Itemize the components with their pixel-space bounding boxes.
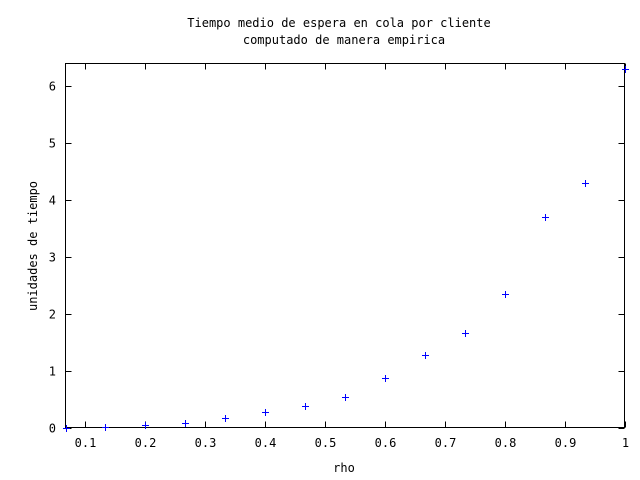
data-point bbox=[142, 422, 149, 429]
x-tick-label: 0.5 bbox=[315, 436, 337, 450]
data-point bbox=[582, 180, 589, 187]
y-axis: 0 1 2 3 4 5 6 bbox=[49, 80, 625, 436]
y-tick-label: 0 bbox=[49, 422, 56, 436]
data-points bbox=[63, 66, 629, 432]
data-point bbox=[422, 352, 429, 359]
x-axis: 0.1 0.2 0.3 0.4 0.5 0.6 0.7 0.8 0.9 1 bbox=[75, 63, 629, 450]
y-tick-label: 2 bbox=[49, 308, 56, 322]
plot-frame bbox=[65, 63, 625, 428]
data-point bbox=[462, 330, 469, 337]
y-tick-label: 4 bbox=[49, 194, 56, 208]
data-point bbox=[63, 425, 70, 432]
x-tick-label: 0.6 bbox=[375, 436, 397, 450]
data-point bbox=[302, 403, 309, 410]
y-tick-label: 3 bbox=[49, 251, 56, 265]
data-point bbox=[542, 214, 549, 221]
data-point bbox=[182, 420, 189, 427]
data-point bbox=[502, 291, 509, 298]
x-tick-label: 0.1 bbox=[75, 436, 97, 450]
x-axis-label: rho bbox=[333, 461, 355, 475]
y-axis-label: unidades de tiempo bbox=[26, 181, 40, 311]
data-point bbox=[222, 415, 229, 422]
x-tick-label: 1 bbox=[622, 436, 629, 450]
x-tick-label: 0.4 bbox=[255, 436, 277, 450]
data-point bbox=[382, 375, 389, 382]
data-point bbox=[262, 409, 269, 416]
x-tick-label: 0.8 bbox=[495, 436, 517, 450]
data-point bbox=[622, 66, 629, 73]
data-point bbox=[342, 394, 349, 401]
x-tick-label: 0.2 bbox=[135, 436, 157, 450]
x-tick-label: 0.9 bbox=[555, 436, 577, 450]
x-tick-label: 0.3 bbox=[195, 436, 217, 450]
y-tick-label: 1 bbox=[49, 365, 56, 379]
data-point bbox=[102, 424, 109, 431]
chart-subtitle: computado de manera empirica bbox=[243, 33, 445, 47]
chart-title: Tiempo medio de espera en cola por clien… bbox=[187, 16, 490, 30]
y-tick-label: 5 bbox=[49, 137, 56, 151]
y-tick-label: 6 bbox=[49, 80, 56, 94]
x-tick-label: 0.7 bbox=[435, 436, 457, 450]
